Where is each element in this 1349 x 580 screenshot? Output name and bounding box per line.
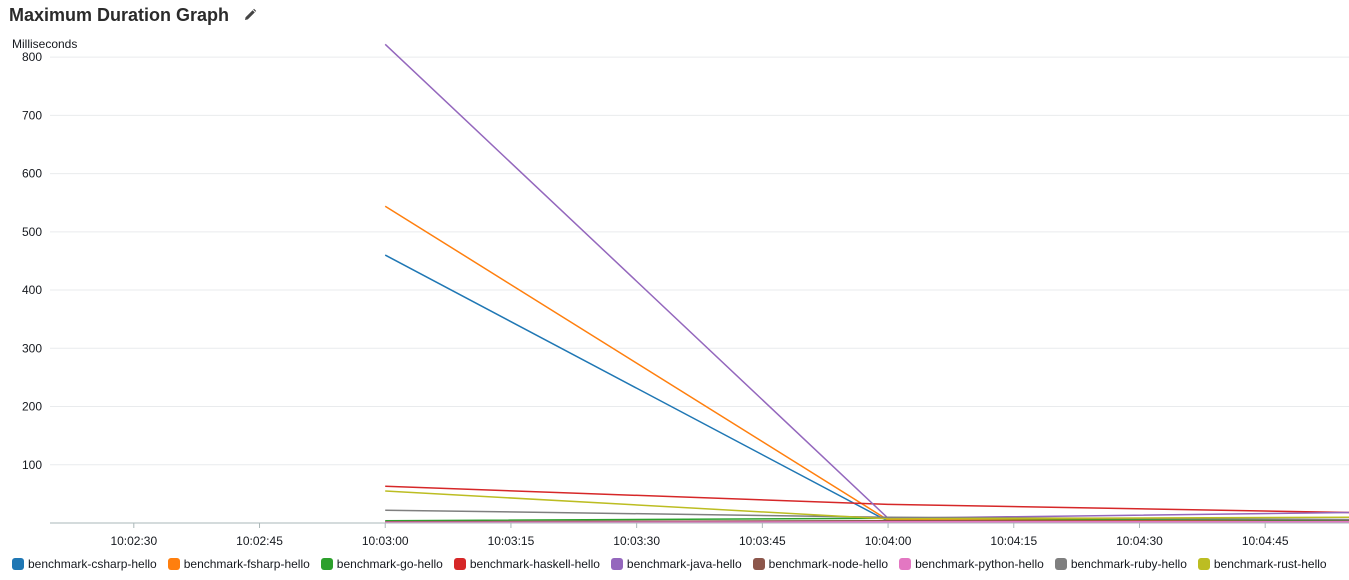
x-tick-label: 10:03:15 [488, 534, 535, 548]
legend-label: benchmark-go-hello [336, 557, 443, 571]
graph-title: Maximum Duration Graph [9, 4, 230, 25]
y-tick-label: 500 [22, 225, 42, 239]
legend-label: benchmark-rust-hello [1213, 557, 1327, 571]
legend-label: benchmark-fsharp-hello [183, 557, 310, 571]
legend-swatch [453, 558, 466, 570]
y-tick-label: 100 [22, 458, 42, 472]
y-tick-label: 700 [22, 108, 42, 122]
x-tick-label: 10:04:30 [1116, 534, 1163, 548]
duration-chart: 100 200 300 400 500 600 700 800 10:02:30 10:02:45… [22, 43, 1349, 548]
series-line-benchmark-csharp-hello[interactable] [384, 254, 1349, 523]
legend-label: benchmark-node-hello [768, 557, 889, 571]
legend-label: benchmark-ruby-hello [1070, 557, 1187, 571]
legend-swatch [752, 558, 765, 570]
y-tick-label: 400 [22, 283, 42, 297]
pencil-icon [245, 8, 257, 20]
legend-item-benchmark-ruby-hello[interactable]: benchmark-ruby-hello [1054, 557, 1187, 571]
y-tick-label: 200 [22, 400, 42, 414]
legend-swatch [899, 558, 912, 570]
y-tick-label: 300 [22, 341, 42, 355]
series-line-benchmark-python-hello[interactable] [385, 521, 1349, 524]
legend-item-benchmark-csharp-hello[interactable]: benchmark-csharp-hello [12, 557, 157, 571]
edit-title-button[interactable] [241, 6, 259, 24]
legend-item-benchmark-python-hello[interactable]: benchmark-python-hello [899, 557, 1044, 571]
legend-swatch [1054, 558, 1067, 570]
legend-label: benchmark-haskell-hello [469, 557, 600, 571]
series-line-benchmark-ruby-hello[interactable] [385, 509, 1349, 521]
x-tick-label: 10:03:45 [739, 534, 786, 548]
legend-label: benchmark-csharp-hello [28, 557, 157, 571]
x-tick-label: 10:04:15 [990, 534, 1037, 548]
legend-swatch [610, 558, 623, 570]
legend-swatch [1197, 558, 1210, 570]
graph-header: Maximum Duration Graph [9, 3, 259, 27]
series-line-benchmark-haskell-hello[interactable] [385, 485, 1349, 514]
legend-item-benchmark-node-hello[interactable]: benchmark-node-hello [752, 557, 889, 571]
x-tick-label: 10:02:30 [110, 534, 157, 548]
legend-swatch [320, 558, 333, 570]
series-line-benchmark-rust-hello[interactable] [385, 490, 1349, 520]
x-tick-label: 10:02:45 [236, 534, 283, 548]
x-tick-label: 10:04:00 [865, 534, 912, 548]
legend-label: benchmark-java-hello [626, 557, 742, 571]
chart-legend: benchmark-csharp-hello benchmark-fsharp-h… [12, 557, 1338, 571]
x-tick-label: 10:04:45 [1242, 534, 1289, 548]
legend-item-benchmark-haskell-hello[interactable]: benchmark-haskell-hello [453, 557, 600, 571]
series-line-benchmark-fsharp-hello[interactable] [384, 205, 1349, 521]
x-tick-label: 10:03:30 [613, 534, 660, 548]
legend-item-benchmark-java-hello[interactable]: benchmark-java-hello [610, 557, 742, 571]
legend-item-benchmark-rust-hello[interactable]: benchmark-rust-hello [1197, 557, 1327, 571]
y-tick-label: 600 [22, 167, 42, 181]
legend-item-benchmark-fsharp-hello[interactable]: benchmark-fsharp-hello [167, 557, 310, 571]
legend-label: benchmark-python-hello [915, 557, 1044, 571]
legend-item-benchmark-go-hello[interactable]: benchmark-go-hello [320, 557, 443, 571]
y-axis-label: Milliseconds [12, 37, 78, 51]
x-tick-label: 10:03:00 [362, 534, 409, 548]
legend-swatch [167, 558, 180, 570]
legend-swatch [12, 558, 24, 570]
y-tick-label: 800 [22, 50, 42, 64]
